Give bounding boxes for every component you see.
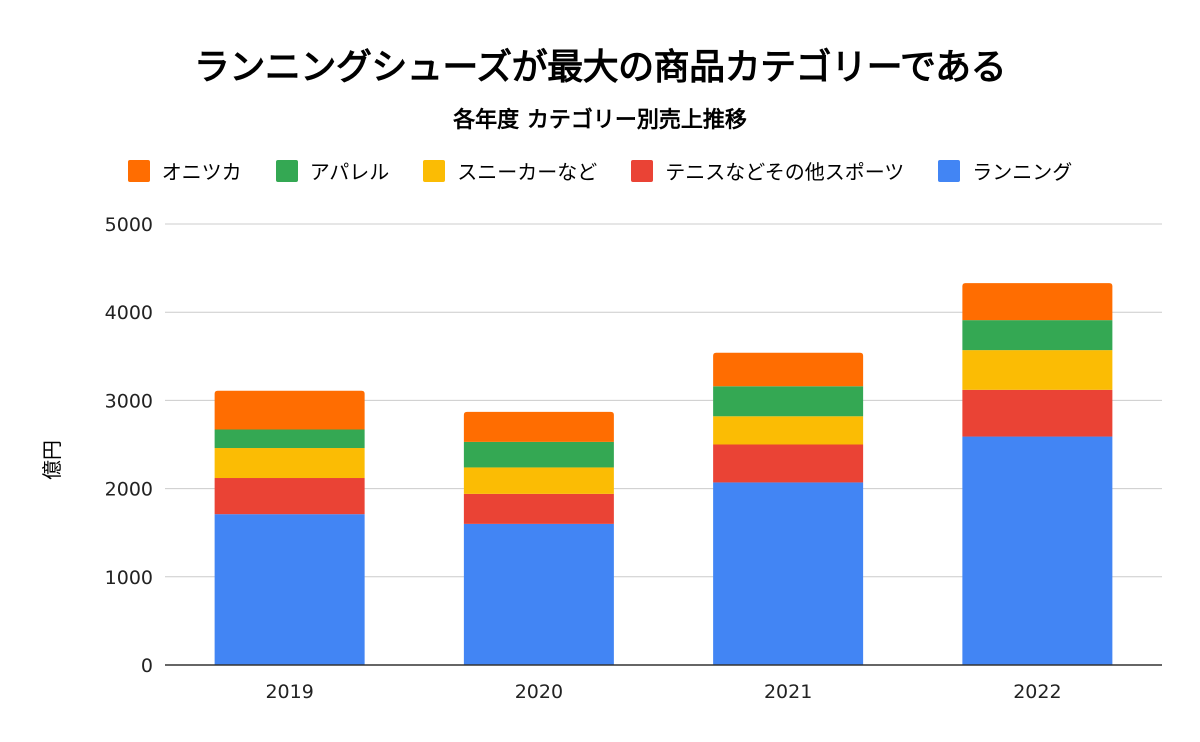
bar-segment: [214, 390, 365, 430]
legend-swatch: [127, 159, 150, 182]
legend-swatch: [631, 159, 654, 182]
y-tick-label: 5000: [105, 214, 153, 236]
y-tick-label: 3000: [105, 390, 153, 412]
legend: オニツカ アパレル スニーカーなど テニスなどその他スポーツ ランニング: [0, 156, 1200, 185]
chart-title: ランニングシューズが最大の商品カテゴリーである: [193, 47, 1007, 88]
bar-segment: [214, 429, 365, 449]
legend-swatch: [938, 159, 961, 182]
bar-segment: [214, 478, 365, 515]
legend-item: オニツカ: [127, 156, 242, 185]
x-tick-label: 2021: [764, 681, 812, 703]
legend-item: テニスなどその他スポーツ: [631, 156, 904, 185]
bar-segment: [463, 467, 614, 494]
bar-segment: [962, 350, 1113, 390]
legend-label: オニツカ: [161, 160, 242, 184]
legend-label: スニーカーなど: [457, 160, 598, 184]
bar-segment: [463, 411, 614, 442]
x-tick-label: 2022: [1013, 681, 1061, 703]
x-tick-label: 2020: [515, 681, 563, 703]
y-tick-label: 2000: [105, 479, 153, 501]
bar-segment: [214, 448, 365, 479]
y-tick-label: 4000: [105, 302, 153, 324]
bar-segment: [463, 493, 614, 524]
legend-item: スニーカーなど: [423, 156, 597, 185]
bar-segment: [962, 320, 1113, 351]
bar-segment: [214, 514, 365, 665]
legend-label: アパレル: [309, 160, 390, 184]
legend-swatch: [275, 159, 298, 182]
bar-segment: [962, 436, 1113, 665]
x-tick-label: 2019: [265, 681, 313, 703]
bar-segment: [463, 441, 614, 468]
bar-segment: [713, 444, 864, 483]
bar-segment: [962, 389, 1113, 437]
legend-label: テニスなどその他スポーツ: [665, 160, 905, 184]
bar-segment: [962, 283, 1113, 321]
y-tick-label: 1000: [105, 567, 153, 589]
legend-item: アパレル: [275, 156, 390, 185]
bar-segment: [713, 386, 864, 417]
chart-subtitle: 各年度 カテゴリー別売上推移: [453, 108, 747, 133]
bar-segment: [463, 523, 614, 665]
y-tick-label: 0: [141, 655, 153, 677]
bar-segment: [713, 482, 864, 665]
legend-label: ランニング: [972, 160, 1073, 184]
legend-item: ランニング: [938, 156, 1072, 185]
bar-segment: [713, 352, 864, 387]
bar-segment: [713, 416, 864, 445]
legend-swatch: [423, 159, 446, 182]
